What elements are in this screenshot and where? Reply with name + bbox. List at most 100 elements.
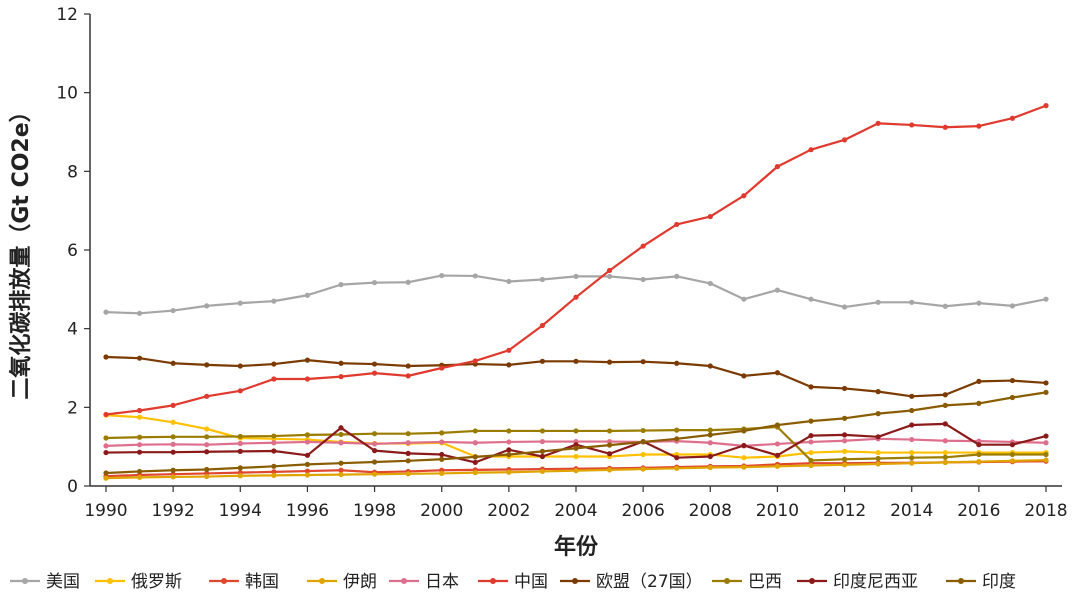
series-5 — [103, 103, 1049, 418]
data-point — [909, 449, 915, 456]
data-point — [573, 294, 579, 300]
data-point — [976, 442, 982, 448]
data-point — [573, 428, 579, 434]
data-point — [371, 441, 378, 447]
data-point — [841, 415, 848, 421]
data-point — [841, 462, 848, 468]
data-point — [808, 439, 814, 445]
data-point — [976, 300, 982, 306]
legend-label: 印度尼西亚 — [833, 572, 918, 592]
data-point — [170, 434, 176, 440]
data-point — [1009, 451, 1016, 458]
legend-swatch-marker — [401, 578, 407, 584]
legend-label: 巴西 — [748, 572, 782, 592]
data-point — [204, 393, 210, 399]
data-point — [204, 426, 210, 432]
data-point — [606, 467, 613, 473]
legend-label: 韩国 — [245, 572, 279, 592]
x-ticks: 1990 1992 1994 1996 1998 2000 2002 2004 2006 2008… — [84, 486, 1068, 521]
data-point — [338, 460, 344, 466]
data-point — [640, 359, 646, 365]
data-point — [841, 456, 848, 462]
data-point — [875, 461, 881, 467]
series-4 — [103, 436, 1049, 449]
x-tick-label: 2008 — [689, 501, 732, 521]
data-point — [371, 448, 378, 454]
data-point — [774, 463, 781, 469]
data-point — [338, 471, 344, 478]
data-point — [371, 459, 378, 465]
data-point — [875, 449, 881, 456]
data-point — [707, 280, 713, 287]
x-tick-label: 2012 — [823, 501, 866, 521]
data-point — [304, 292, 311, 298]
data-point — [875, 389, 881, 395]
data-point — [808, 147, 814, 153]
data-point — [506, 278, 512, 285]
data-point — [707, 464, 713, 471]
legend-label: 欧盟（27国） — [596, 572, 703, 592]
data-point — [103, 354, 109, 360]
data-point — [170, 307, 176, 314]
data-point — [439, 439, 445, 445]
legend: 美国 俄罗斯 韩国 伊朗 日本 中国 欧盟（27国） 巴西 印度尼西亚 印度 — [10, 572, 1016, 592]
data-point — [606, 451, 613, 457]
data-point — [1009, 303, 1016, 309]
data-point — [640, 451, 646, 458]
data-point — [170, 402, 176, 408]
data-point — [741, 442, 747, 449]
data-point — [103, 435, 109, 441]
data-point — [741, 296, 747, 302]
data-point — [909, 436, 915, 443]
data-point — [237, 440, 243, 447]
data-point — [942, 124, 948, 130]
data-point — [371, 431, 378, 437]
data-point — [942, 421, 948, 427]
data-point — [204, 362, 210, 368]
data-point — [304, 357, 311, 363]
data-point — [170, 360, 176, 366]
data-point — [741, 193, 747, 199]
data-point — [942, 449, 948, 456]
data-point — [472, 454, 478, 460]
data-point — [103, 475, 109, 481]
data-point — [573, 273, 579, 279]
data-point — [506, 362, 512, 368]
data-point — [1043, 433, 1049, 439]
data-point — [1009, 377, 1016, 384]
legend-label: 日本 — [425, 572, 459, 592]
data-point — [204, 442, 210, 448]
x-tick-label: 2000 — [420, 501, 463, 521]
x-tick-label: 1998 — [353, 501, 396, 521]
legend-item: 印度尼西亚 — [797, 572, 918, 592]
legend-swatch-marker — [319, 578, 325, 584]
data-point — [103, 309, 109, 315]
legend-label: 美国 — [46, 572, 80, 592]
data-point — [1043, 103, 1049, 109]
data-point — [707, 213, 713, 220]
legend-item: 俄罗斯 — [95, 572, 182, 592]
x-tick-label: 2010 — [756, 501, 799, 521]
data-point — [304, 376, 311, 382]
legend-item: 伊朗 — [307, 572, 377, 592]
data-point — [237, 388, 243, 394]
data-point — [741, 428, 747, 434]
data-point — [304, 461, 311, 467]
legend-swatch-marker — [490, 578, 496, 584]
data-point — [103, 470, 109, 476]
data-point — [707, 453, 713, 460]
data-point — [371, 280, 378, 286]
legend-swatch-marker — [958, 578, 964, 584]
data-point — [204, 303, 210, 309]
data-point — [674, 273, 680, 279]
data-point — [942, 438, 948, 444]
data-point — [506, 428, 512, 434]
data-point — [674, 455, 680, 461]
data-point — [439, 272, 445, 279]
data-point — [338, 467, 344, 473]
data-point — [405, 450, 411, 456]
data-point — [472, 470, 478, 476]
data-point — [808, 384, 814, 390]
data-point — [640, 427, 646, 434]
